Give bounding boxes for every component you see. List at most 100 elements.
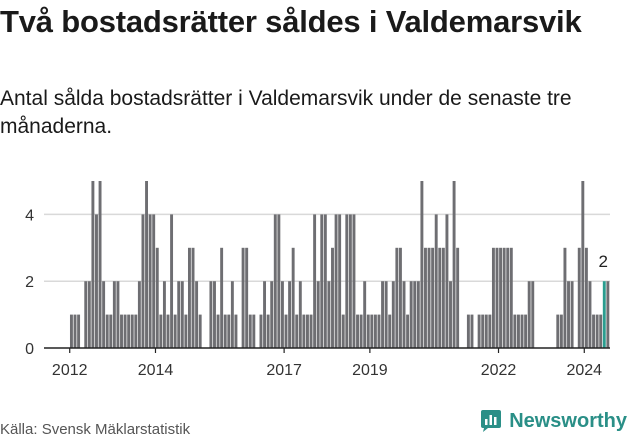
bar bbox=[345, 214, 349, 348]
x-tick-label: 2024 bbox=[566, 362, 602, 379]
bar bbox=[198, 314, 202, 348]
bar bbox=[327, 281, 331, 348]
bar bbox=[309, 314, 313, 348]
bar bbox=[263, 281, 267, 348]
bar bbox=[259, 314, 263, 348]
bar bbox=[424, 247, 427, 348]
bar bbox=[77, 314, 81, 348]
bar bbox=[391, 281, 395, 348]
source-note: Källa: Svensk Mäklarstatistik bbox=[0, 421, 191, 438]
bar bbox=[588, 281, 592, 348]
bar bbox=[123, 314, 127, 348]
bar bbox=[356, 314, 359, 348]
bar bbox=[155, 247, 159, 348]
bar bbox=[166, 314, 170, 348]
bar-highlight bbox=[602, 281, 606, 348]
y-tick-label: 0 bbox=[25, 341, 34, 358]
bar bbox=[245, 247, 249, 348]
bar bbox=[270, 281, 274, 348]
bar bbox=[209, 281, 213, 348]
bar bbox=[352, 214, 356, 348]
bar bbox=[592, 314, 596, 348]
bar bbox=[148, 214, 152, 348]
bar bbox=[520, 314, 524, 348]
bar bbox=[184, 314, 188, 348]
bar bbox=[306, 314, 309, 348]
bar bbox=[216, 314, 220, 348]
bar bbox=[69, 314, 73, 348]
bar bbox=[173, 314, 177, 348]
data-labels: 2 bbox=[599, 252, 608, 271]
bar bbox=[338, 214, 342, 348]
bar bbox=[334, 214, 338, 348]
bar bbox=[466, 314, 470, 348]
bar-chart: 0 2 4 2012 2014 2017 2019 2022 2024 2 bbox=[25, 181, 610, 379]
bar bbox=[213, 281, 216, 348]
bar bbox=[531, 281, 535, 348]
bar bbox=[584, 247, 588, 348]
bar bbox=[170, 214, 174, 348]
bar bbox=[230, 281, 234, 348]
bar bbox=[159, 314, 163, 348]
bar bbox=[567, 281, 570, 348]
bar bbox=[427, 247, 431, 348]
grid-lines bbox=[44, 213, 610, 282]
bar bbox=[341, 314, 345, 348]
bar bbox=[348, 214, 352, 348]
bar bbox=[195, 281, 199, 348]
bar bbox=[277, 214, 281, 348]
bar bbox=[524, 314, 528, 348]
bar bbox=[363, 281, 367, 348]
bar bbox=[502, 247, 506, 348]
bar bbox=[141, 214, 145, 348]
bar bbox=[227, 314, 231, 348]
bar bbox=[445, 214, 449, 348]
bar bbox=[388, 314, 392, 348]
chart-title: Två bostadsrätter såldes i Valdemarsvik bbox=[0, 4, 582, 39]
newsworthy-logo: Newsworthy bbox=[479, 409, 627, 433]
bar bbox=[456, 247, 460, 348]
data-label: 2 bbox=[599, 252, 608, 271]
bar bbox=[109, 314, 113, 348]
bar bbox=[284, 314, 288, 348]
bar bbox=[162, 281, 166, 348]
bar bbox=[298, 281, 302, 348]
bar bbox=[152, 214, 156, 348]
bar bbox=[295, 314, 299, 348]
bar bbox=[406, 314, 410, 348]
bar bbox=[434, 214, 438, 348]
chart-subtitle: Antal sålda bostadsrätter i Valdemarsvik… bbox=[0, 87, 572, 138]
bar bbox=[577, 247, 581, 348]
bar bbox=[84, 281, 88, 348]
bar bbox=[606, 281, 610, 348]
x-tick-label: 2012 bbox=[52, 362, 88, 379]
bar bbox=[105, 314, 109, 348]
bar bbox=[559, 314, 563, 348]
y-tick-label: 4 bbox=[25, 207, 34, 224]
newsworthy-icon bbox=[481, 410, 502, 432]
bar bbox=[316, 281, 320, 348]
bar bbox=[420, 181, 424, 348]
bar bbox=[331, 247, 334, 348]
bar bbox=[481, 314, 485, 348]
brand-name: Newsworthy bbox=[509, 409, 627, 432]
bar bbox=[91, 181, 95, 348]
bar-series bbox=[69, 181, 610, 348]
bar bbox=[323, 214, 327, 348]
bar bbox=[395, 247, 399, 348]
bar bbox=[491, 247, 495, 348]
bar bbox=[359, 314, 363, 348]
x-tick-label: 2017 bbox=[266, 362, 302, 379]
bar bbox=[137, 281, 141, 348]
bar bbox=[373, 314, 377, 348]
bar bbox=[413, 281, 417, 348]
bar bbox=[366, 314, 370, 348]
x-tick-label: 2014 bbox=[138, 362, 174, 379]
bar bbox=[234, 314, 238, 348]
bar bbox=[220, 247, 224, 348]
bar bbox=[581, 181, 585, 348]
bar bbox=[441, 247, 445, 348]
bar bbox=[402, 281, 406, 348]
bar bbox=[320, 214, 324, 348]
x-axis: 2012 2014 2017 2019 2022 2024 bbox=[44, 347, 610, 379]
